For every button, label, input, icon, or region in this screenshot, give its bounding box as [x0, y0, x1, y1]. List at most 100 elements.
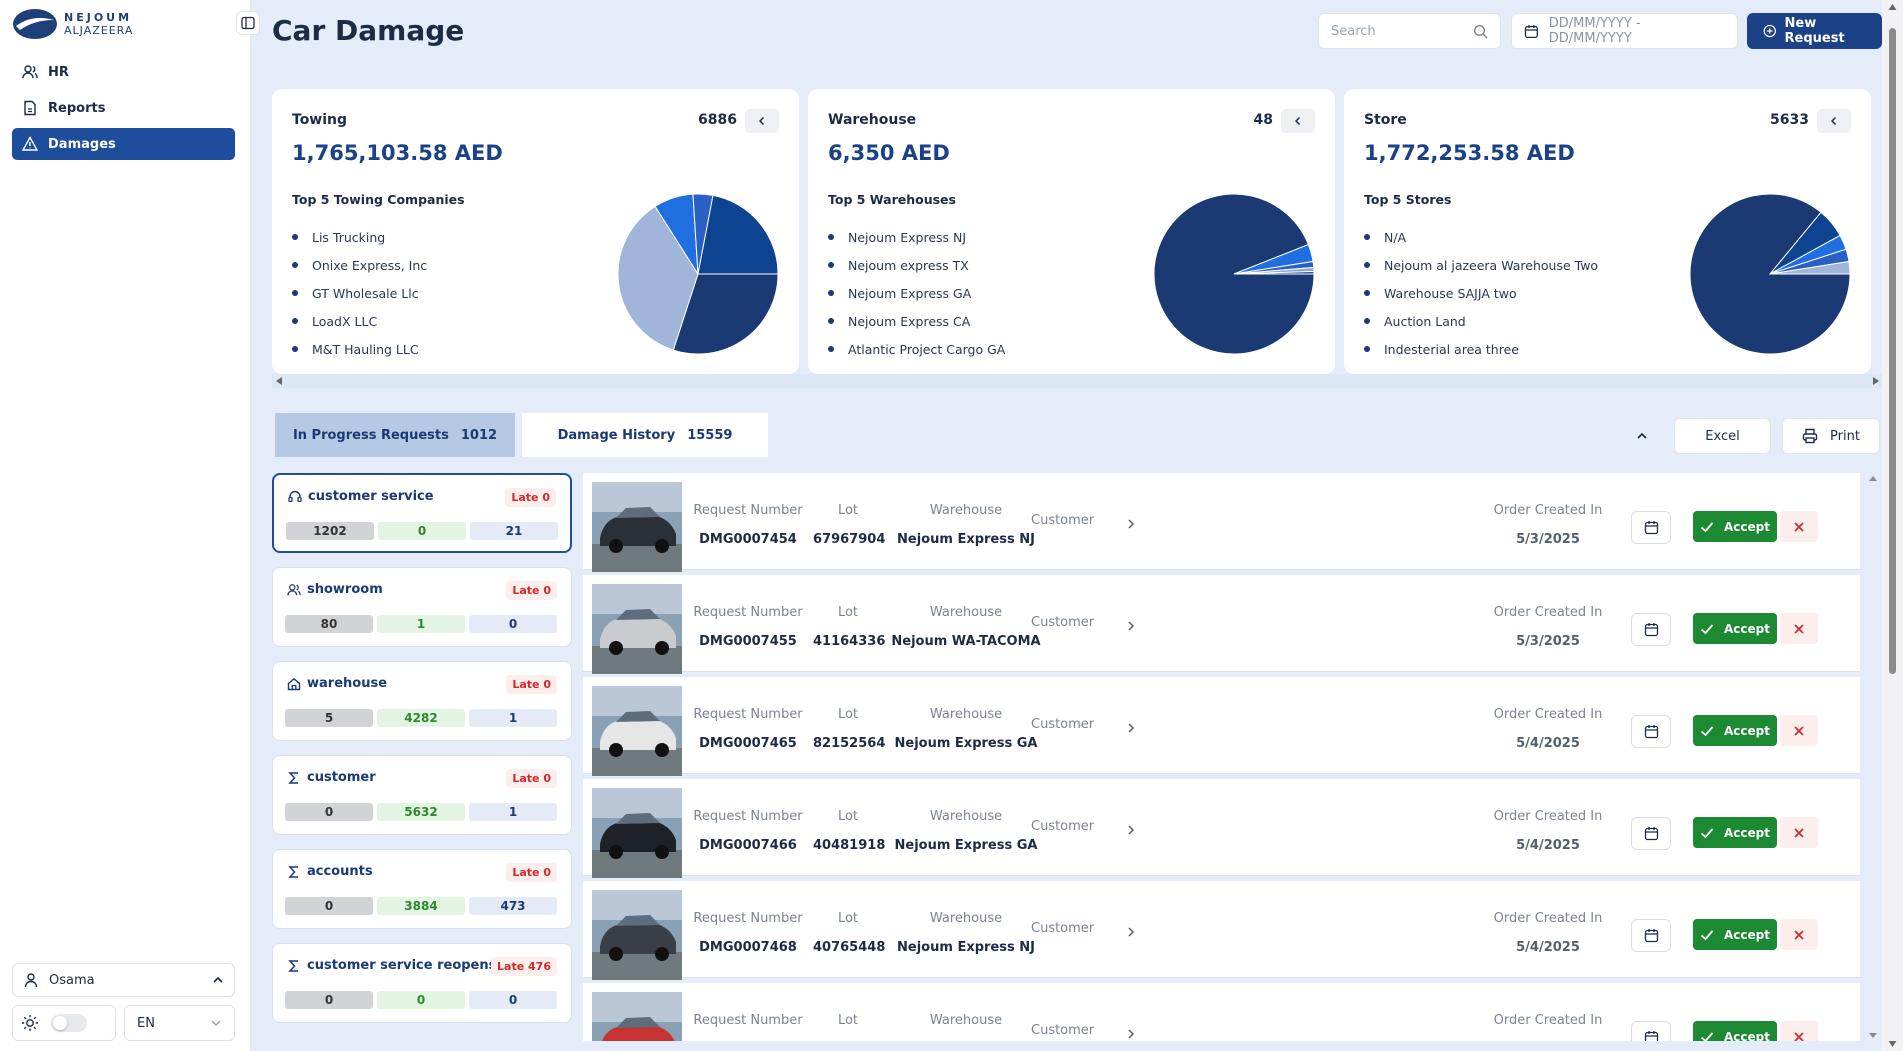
check-icon — [1700, 1031, 1714, 1042]
table-row[interactable]: Request Number Lot Warehouse Customer Or… — [583, 983, 1860, 1041]
table-row[interactable]: Request Number DMG0007465 Lot 82152564 W… — [583, 677, 1860, 774]
new-request-button[interactable]: New Request — [1747, 13, 1882, 49]
vehicle-photo[interactable] — [592, 584, 682, 674]
expand-customer-button[interactable] — [1126, 518, 1136, 530]
accept-button[interactable]: Accept — [1693, 919, 1777, 950]
sidebar-collapse-button[interactable] — [236, 11, 260, 35]
expand-customer-button[interactable] — [1126, 824, 1136, 836]
expand-customer-button[interactable] — [1126, 620, 1136, 632]
card-prev-button[interactable] — [745, 109, 779, 133]
vehicle-photo[interactable] — [592, 992, 682, 1041]
sidebar-item-damages[interactable]: Damages — [12, 128, 235, 160]
accept-button[interactable]: Accept — [1693, 1021, 1777, 1041]
reject-button[interactable] — [1780, 919, 1818, 950]
schedule-button[interactable] — [1631, 613, 1671, 646]
order-created-field: Order Created In — [1493, 1013, 1603, 1041]
lot-number: 82152564 — [813, 736, 883, 751]
search-icon — [1473, 24, 1488, 39]
accept-button[interactable]: Accept — [1693, 613, 1777, 644]
department-card[interactable]: accounts Late 0 0 3884 473 — [272, 849, 572, 929]
schedule-button[interactable] — [1631, 1021, 1671, 1041]
accept-button[interactable]: Accept — [1693, 511, 1777, 542]
list-item-label: N/A — [1384, 230, 1406, 245]
vehicle-photo[interactable] — [592, 482, 682, 572]
date-range-input[interactable]: DD/MM/YYYY - DD/MM/YYYY — [1511, 13, 1738, 49]
schedule-button[interactable] — [1631, 715, 1671, 748]
brand-logo[interactable]: NEJOUM ALJAZEERA — [12, 8, 133, 40]
table-row[interactable]: Request Number DMG0007455 Lot 41164336 W… — [583, 575, 1860, 672]
user-menu[interactable]: Osama — [12, 963, 235, 997]
chevron-right-icon — [1126, 722, 1136, 734]
field-label: Warehouse — [891, 809, 1041, 824]
tab-in-progress[interactable]: In Progress Requests 1012 — [275, 413, 515, 457]
sigma-icon — [287, 771, 301, 785]
vehicle-photo[interactable] — [592, 788, 682, 878]
department-card[interactable]: showroom Late 0 80 1 0 — [272, 567, 572, 647]
cards-horizontal-scrollbar[interactable] — [272, 374, 1883, 388]
reject-button[interactable] — [1780, 511, 1818, 542]
department-card[interactable]: warehouse Late 0 5 4282 1 — [272, 661, 572, 741]
search-input[interactable]: Search — [1318, 13, 1501, 49]
reject-button[interactable] — [1780, 1021, 1818, 1041]
sidebar-item-hr[interactable]: HR — [12, 56, 235, 88]
department-card[interactable]: customer Late 0 0 5632 1 — [272, 755, 572, 835]
department-stats: 0 0 0 — [285, 991, 557, 1009]
stat-done: 1 — [377, 615, 465, 633]
stat-pending: 0 — [469, 991, 557, 1009]
late-badge: Late 0 — [506, 863, 557, 882]
chevron-down-icon — [210, 1017, 222, 1029]
language-select[interactable]: EN — [124, 1005, 235, 1041]
vehicle-photo[interactable] — [592, 686, 682, 776]
card-count: 48 — [1254, 112, 1273, 128]
accept-button[interactable]: Accept — [1693, 817, 1777, 848]
reject-button[interactable] — [1780, 715, 1818, 746]
collapse-section-button[interactable] — [1625, 422, 1659, 450]
scrollbar-track — [1866, 473, 1880, 1041]
sidebar-item-reports[interactable]: Reports — [12, 92, 235, 124]
accept-button[interactable]: Accept — [1693, 715, 1777, 746]
sidebar-item-label: HR — [48, 65, 69, 80]
tab-count: 15559 — [687, 428, 732, 443]
schedule-button[interactable] — [1631, 919, 1671, 952]
sidebar-item-label: Reports — [48, 101, 105, 116]
page-scrollbar[interactable] — [1882, 0, 1903, 1051]
schedule-button[interactable] — [1631, 511, 1671, 544]
list-item: Nejoum Express NJ — [828, 223, 1005, 251]
table-row[interactable]: Request Number DMG0007466 Lot 40481918 W… — [583, 779, 1860, 876]
card-prev-button[interactable] — [1281, 109, 1315, 133]
table-row[interactable]: Request Number DMG0007468 Lot 40765448 W… — [583, 881, 1860, 978]
table-row[interactable]: Request Number DMG0007454 Lot 67967904 W… — [583, 473, 1860, 570]
list-item-label: LoadX LLC — [312, 314, 377, 329]
summary-card-store: Store 5633 1,772,253.58 AED Top 5 Stores… — [1344, 89, 1871, 374]
tab-damage-history[interactable]: Damage History 15559 — [522, 413, 768, 457]
print-button[interactable]: Print — [1782, 418, 1880, 454]
vehicle-photo[interactable] — [592, 890, 682, 980]
request-list-scrollbar[interactable] — [1866, 473, 1880, 1041]
department-card[interactable]: customer service reopens Late 476 0 0 0 — [272, 943, 572, 1023]
order-created-field: Order Created In 5/4/2025 — [1493, 707, 1603, 751]
department-card[interactable]: customer service Late 0 1202 0 21 — [272, 473, 572, 553]
excel-export-button[interactable]: Excel — [1674, 418, 1771, 454]
expand-customer-button[interactable] — [1126, 722, 1136, 734]
schedule-button[interactable] — [1631, 817, 1671, 850]
late-badge: Late 0 — [506, 769, 557, 788]
car-image — [592, 992, 682, 1041]
page-scrollbar-track — [1882, 0, 1903, 1051]
card-prev-button[interactable] — [1817, 109, 1851, 133]
reject-button[interactable] — [1780, 817, 1818, 848]
stat-total: 1202 — [286, 522, 374, 540]
tab-count: 1012 — [461, 428, 497, 443]
reject-button[interactable] — [1780, 613, 1818, 644]
language-value: EN — [137, 1016, 155, 1031]
lot-field: Lot — [813, 1013, 883, 1041]
stat-done: 4282 — [377, 709, 465, 727]
request-number-field: Request Number DMG0007468 — [693, 911, 803, 955]
order-date: 5/3/2025 — [1493, 532, 1603, 547]
theme-switch[interactable] — [51, 1014, 87, 1032]
order-date: 5/4/2025 — [1493, 838, 1603, 853]
field-label: Warehouse — [891, 605, 1041, 620]
expand-customer-button[interactable] — [1126, 1028, 1136, 1040]
close-icon — [1793, 623, 1805, 635]
customer-label: Customer — [1031, 1023, 1094, 1038]
expand-customer-button[interactable] — [1126, 926, 1136, 938]
